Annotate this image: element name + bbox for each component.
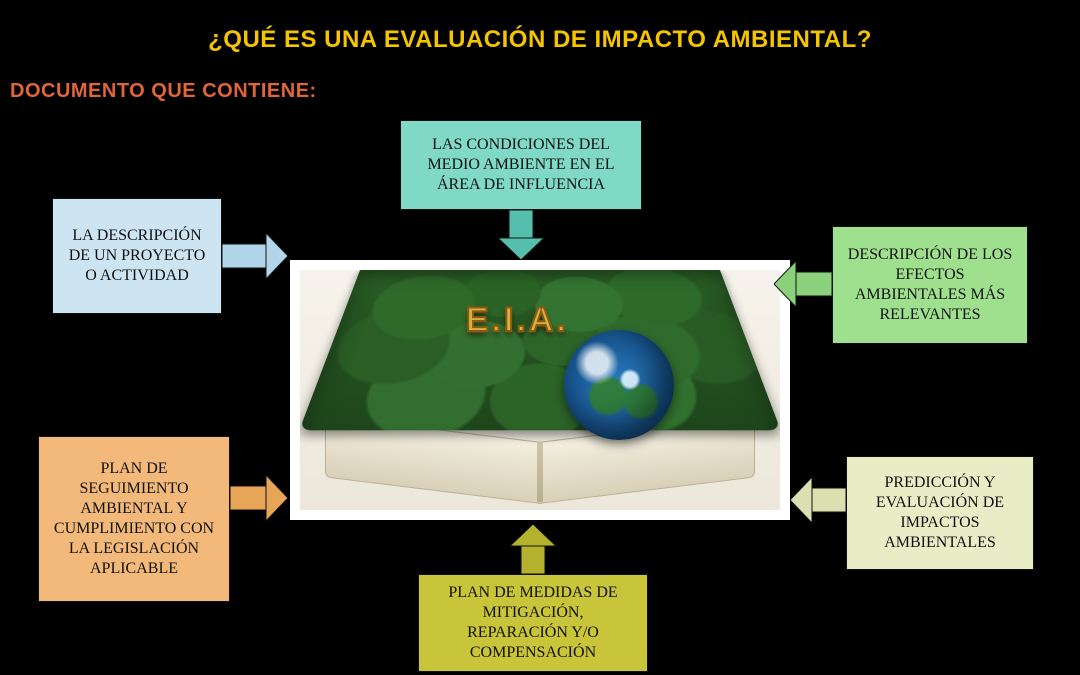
box-right-upper: DESCRIPCIÓN DE LOS EFECTOS AMBIENTALES M… bbox=[832, 226, 1028, 344]
page-title: ¿QUÉ ES UNA EVALUACIÓN DE IMPACTO AMBIEN… bbox=[0, 26, 1080, 54]
box-right-lower: PREDICCIÓN Y EVALUACIÓN DE IMPACTOS AMBI… bbox=[846, 456, 1034, 570]
arrow-bottom bbox=[510, 524, 556, 574]
box-top: LAS CONDICIONES DEL MEDIO AMBIENTE EN EL… bbox=[400, 120, 642, 210]
forest-icon bbox=[300, 270, 780, 430]
arrow-right-lower bbox=[790, 477, 846, 523]
box-left-lower: PLAN DE SEGUIMIENTO AMBIENTAL Y CUMPLIMI… bbox=[38, 436, 230, 602]
book-icon bbox=[325, 442, 755, 502]
arrow-right-upper bbox=[774, 261, 832, 307]
center-label: E.I.A. bbox=[466, 301, 569, 340]
center-image: E.I.A. bbox=[290, 260, 790, 520]
diagram-stage: ¿QUÉ ES UNA EVALUACIÓN DE IMPACTO AMBIEN… bbox=[0, 0, 1080, 675]
box-left-upper: LA DESCRIPCIÓN DE UN PROYECTO O ACTIVIDA… bbox=[52, 198, 222, 314]
arrow-left-lower bbox=[230, 475, 288, 521]
page-subtitle: DOCUMENTO QUE CONTIENE: bbox=[10, 80, 317, 103]
arrow-top bbox=[498, 210, 544, 260]
center-image-inner: E.I.A. bbox=[300, 270, 780, 510]
arrow-left-upper bbox=[222, 233, 288, 279]
box-bottom: PLAN DE MEDIDAS DE MITIGACIÓN, REPARACIÓ… bbox=[418, 574, 648, 672]
globe-icon bbox=[564, 330, 674, 440]
